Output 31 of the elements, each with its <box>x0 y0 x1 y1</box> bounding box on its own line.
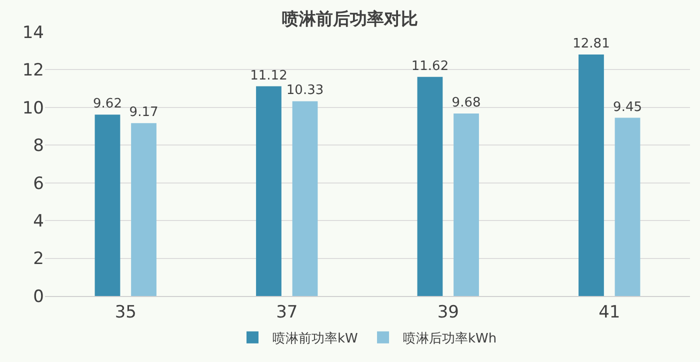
bar <box>292 101 318 296</box>
y-tick-label: 14 <box>22 22 44 43</box>
data-label: 9.62 <box>93 96 122 112</box>
y-tick-label: 6 <box>33 174 44 194</box>
data-label: 10.33 <box>286 83 324 98</box>
y-tick-label: 10 <box>22 98 44 118</box>
x-tick-label: 37 <box>276 302 298 322</box>
x-tick-label: 35 <box>114 302 136 322</box>
bar <box>256 86 282 296</box>
data-label: 9.45 <box>613 100 642 115</box>
bar <box>614 118 640 296</box>
legend-label: 喷淋后功率kWh <box>403 330 497 346</box>
data-label: 12.81 <box>572 36 610 52</box>
data-label: 9.17 <box>129 105 158 120</box>
bar <box>417 76 443 296</box>
y-tick-label: 12 <box>22 60 44 81</box>
bar <box>454 113 479 296</box>
data-label: 9.68 <box>452 95 481 110</box>
data-label: 11.62 <box>411 58 449 74</box>
x-tick-label: 41 <box>598 302 620 322</box>
y-tick-label: 8 <box>33 136 44 156</box>
y-tick-label: 4 <box>33 212 44 232</box>
y-tick-label: 2 <box>33 249 44 270</box>
chart-title: 喷淋前后功率对比 <box>282 10 418 30</box>
bar <box>131 123 156 296</box>
y-tick-label: 0 <box>33 286 44 307</box>
data-label: 11.12 <box>250 68 288 84</box>
x-tick-label: 39 <box>437 302 459 322</box>
bar <box>94 114 120 296</box>
bar <box>578 54 604 296</box>
legend-label: 喷淋前功率kW <box>272 330 358 346</box>
